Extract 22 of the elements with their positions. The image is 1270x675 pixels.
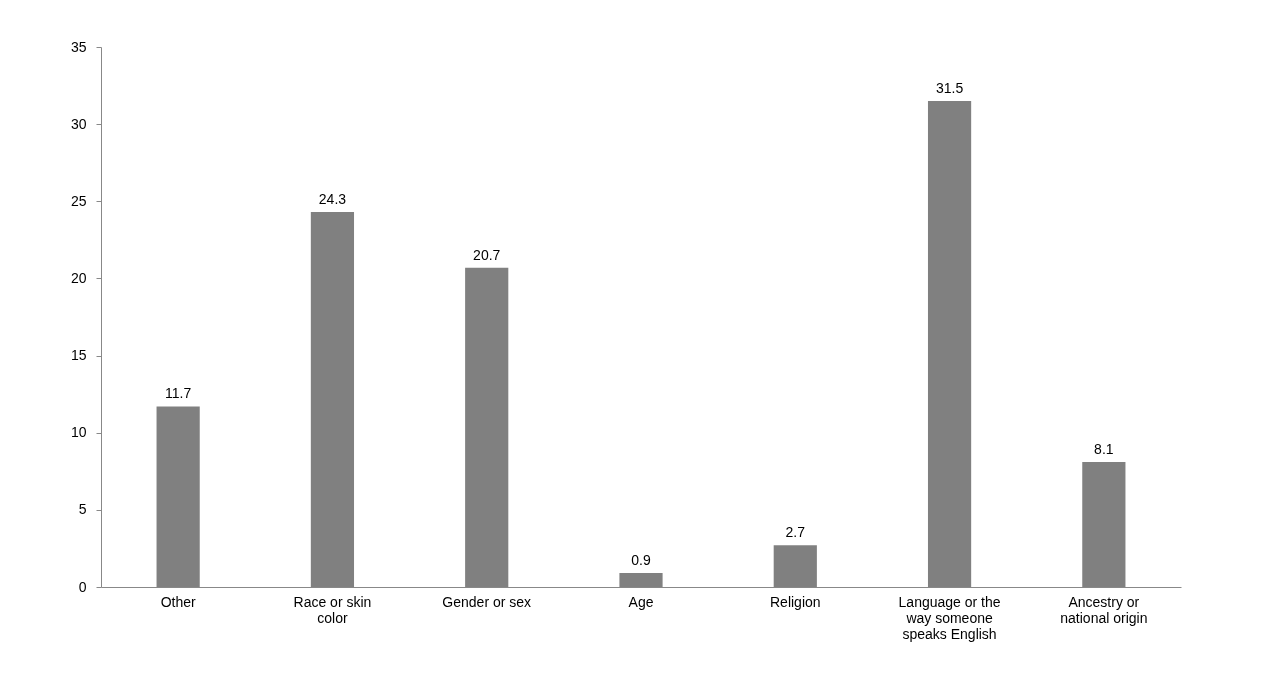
x-tick-label: Religion bbox=[769, 593, 821, 610]
data-label: 31.5 bbox=[935, 80, 964, 96]
y-tick-label: 35 bbox=[70, 38, 87, 55]
x-tick-label: Language or the way someone speaks English bbox=[898, 593, 1001, 642]
data-label: 0.9 bbox=[631, 552, 651, 569]
y-tick-label: 25 bbox=[70, 192, 87, 209]
data-label: 11.7 bbox=[165, 385, 192, 402]
y-tick-label: 30 bbox=[70, 115, 87, 132]
y-tick-label: 10 bbox=[70, 424, 87, 441]
x-tick-label: Gender or sex bbox=[442, 593, 532, 610]
y-tick-label: 20 bbox=[70, 269, 87, 286]
data-label: 8.1 bbox=[1094, 441, 1114, 458]
y-tick-label: 0 bbox=[78, 578, 87, 595]
x-tick-label: Age bbox=[628, 593, 654, 610]
x-tick-label: Ancestry or national origin bbox=[1060, 593, 1148, 626]
data-label: 2.7 bbox=[785, 524, 806, 541]
x-tick-label: Race or skin color bbox=[293, 593, 372, 626]
x-tick-label: Other bbox=[160, 593, 196, 610]
y-tick-label: 15 bbox=[70, 347, 87, 364]
data-label: 20.7 bbox=[473, 246, 501, 263]
data-label: 24.3 bbox=[318, 191, 347, 208]
y-tick-label: 5 bbox=[78, 501, 87, 518]
